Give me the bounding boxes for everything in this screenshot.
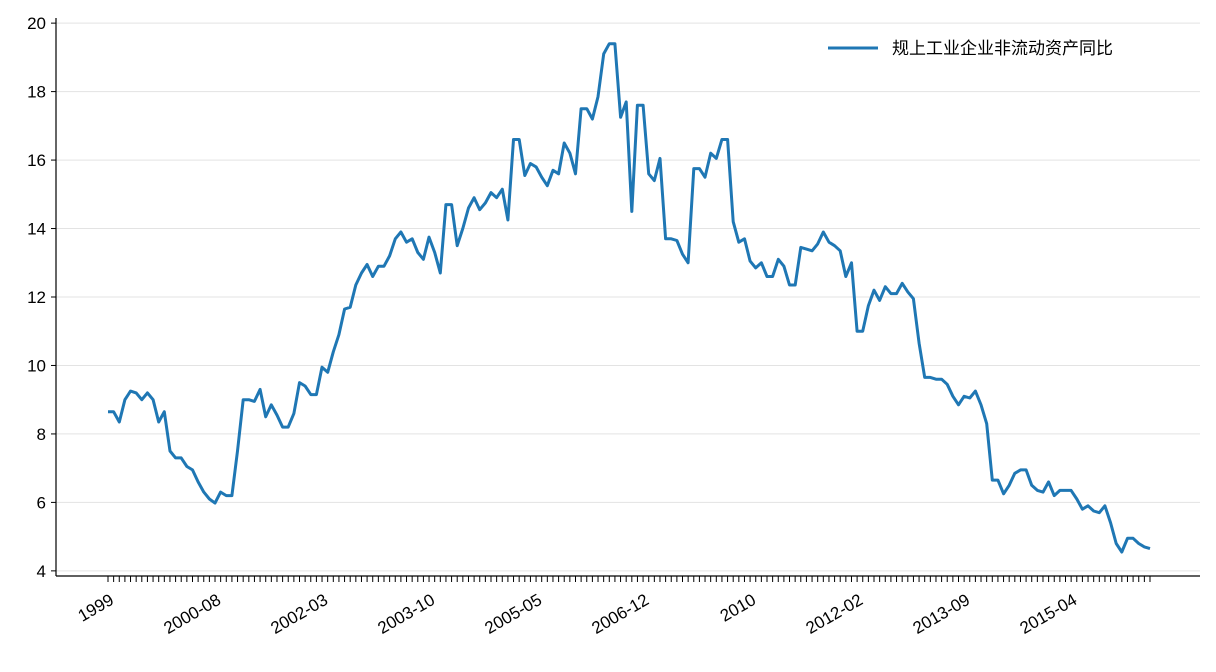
x-tick-label: 2006-12 (589, 590, 653, 638)
x-tick-label: 2002-03 (268, 590, 332, 638)
y-tick-label: 14 (27, 220, 46, 239)
y-tick-label: 16 (27, 151, 46, 170)
x-tick-label: 2013-09 (910, 590, 974, 638)
y-tick-label: 10 (27, 356, 46, 375)
y-tick-label: 12 (27, 288, 46, 307)
y-tick-label: 4 (37, 562, 46, 581)
x-tick-label: 2010 (717, 590, 759, 625)
y-tick-label: 20 (27, 14, 46, 33)
y-tick-label: 8 (37, 425, 46, 444)
x-tick-label: 1999 (75, 590, 117, 625)
y-tick-label: 18 (27, 83, 46, 102)
x-tick-label: 2003-10 (375, 590, 439, 638)
x-tick-label: 2000-08 (160, 590, 224, 638)
y-tick-label: 6 (37, 493, 46, 512)
x-tick-label: 2015-04 (1017, 590, 1081, 638)
data-line (108, 42, 1151, 554)
legend-label: 规上工业企业非流动资产同比 (892, 39, 1113, 58)
x-tick-label: 2005-05 (482, 590, 546, 638)
x-tick-label: 2012-02 (803, 590, 867, 638)
